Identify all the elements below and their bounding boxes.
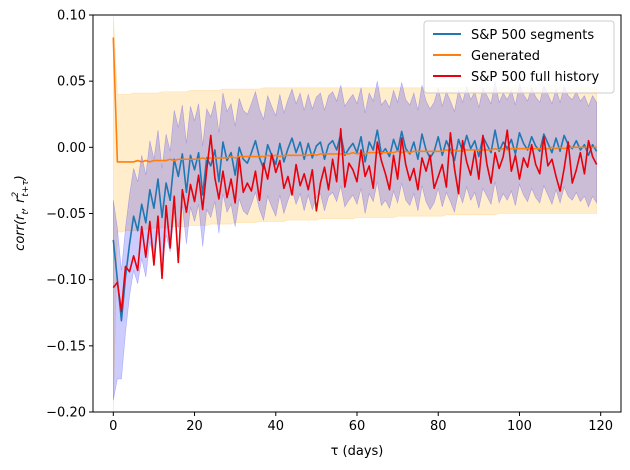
y-label-end: ) [13, 175, 28, 181]
y-label-sub1: t [21, 211, 31, 215]
x-tick-label: 80 [430, 419, 447, 434]
x-tick-label: 20 [186, 419, 203, 434]
legend-label-full-history: S&P 500 full history [471, 70, 599, 85]
legend-label-generated: Generated [471, 49, 540, 64]
y-axis-label: corr(rt, r2t+τ) [11, 175, 31, 251]
y-tick-label: 0.10 [57, 9, 86, 24]
x-tick-label: 100 [507, 419, 532, 434]
legend: S&P 500 segments Generated S&P 500 full … [423, 20, 615, 94]
plot-area [112, 15, 598, 412]
legend-box [423, 20, 615, 94]
y-label-main: corr(r [13, 213, 28, 251]
y-tick-label: −0.10 [46, 273, 86, 288]
y-label-sub2: t+τ [21, 180, 31, 197]
series-line-s-p-500-full-history [112, 128, 598, 313]
x-axis-ticks: 0 20 40 60 80 100 120 [109, 412, 613, 434]
legend-label-segments: S&P 500 segments [471, 28, 594, 43]
y-tick-label: −0.05 [46, 207, 86, 222]
y-tick-label: −0.20 [46, 406, 86, 421]
x-axis-label: τ (days) [331, 444, 384, 459]
y-label-sup: 2 [11, 191, 21, 197]
x-tick-label: 0 [109, 419, 117, 434]
series-line-s-p-500-segments [112, 129, 598, 322]
series-lines [112, 37, 598, 322]
svg-text:corr(rt, r2t+τ): corr(rt, r2t+τ) [11, 175, 31, 251]
y-tick-label: 0.00 [57, 141, 86, 156]
x-tick-label: 40 [267, 419, 284, 434]
x-tick-label: 120 [588, 419, 613, 434]
x-tick-label: 60 [349, 419, 366, 434]
y-axis-ticks: −0.20 −0.15 −0.10 −0.05 0.00 0.05 0.10 [46, 9, 93, 421]
band-generated [113, 15, 597, 412]
series-line-generated [112, 37, 597, 163]
y-label-mid: , r [13, 196, 28, 211]
y-tick-label: −0.15 [46, 339, 86, 354]
y-tick-label: 0.05 [57, 75, 86, 90]
